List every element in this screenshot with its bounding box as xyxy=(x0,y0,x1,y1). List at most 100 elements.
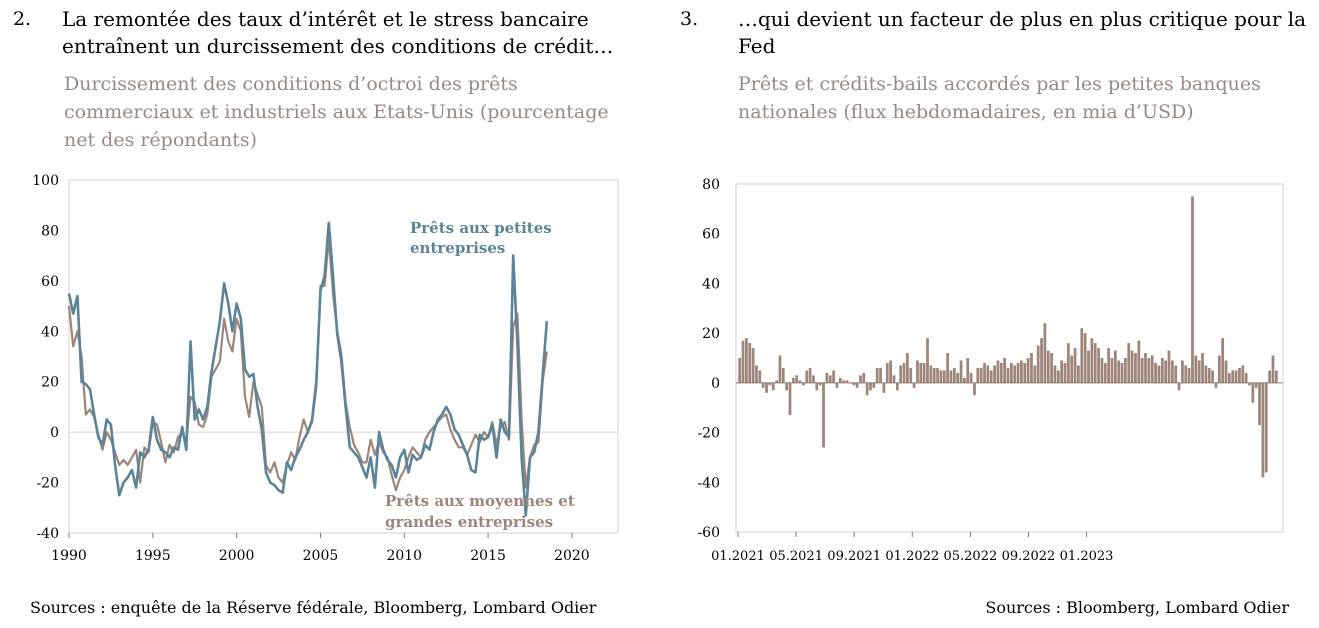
bar xyxy=(755,365,758,383)
bar xyxy=(802,382,805,386)
bar xyxy=(1187,367,1191,383)
bar xyxy=(1197,360,1201,383)
bar xyxy=(969,372,973,383)
chart-number-left: 2. xyxy=(13,8,32,30)
bar xyxy=(1160,358,1164,383)
bar xyxy=(1093,343,1097,383)
bar xyxy=(1174,365,1178,383)
bar xyxy=(949,370,953,383)
bar xyxy=(1033,365,1037,383)
bar xyxy=(815,382,819,391)
bar xyxy=(959,360,963,383)
bar xyxy=(892,375,896,383)
chart-title-right: …qui devient un facteur de plus en plus … xyxy=(738,6,1306,60)
bar xyxy=(996,360,1000,383)
chart-subtitle-right-line1: Prêts et crédits-bails accordés par les … xyxy=(738,73,1261,95)
chart-subtitle-left: Durcissement des conditions d’octroi des… xyxy=(64,70,609,154)
y-tick-label: -20 xyxy=(697,426,720,442)
x-tick-label: 09.2021 xyxy=(827,549,881,564)
bar xyxy=(1090,338,1094,383)
bar xyxy=(1110,358,1114,383)
bar xyxy=(956,372,960,383)
bar xyxy=(1238,367,1241,383)
x-tick-label: 01.2022 xyxy=(885,549,939,564)
bar xyxy=(932,367,936,383)
bar xyxy=(771,382,775,391)
chart-title-left-line1: La remontée des taux d’intérêt et le str… xyxy=(62,7,589,31)
bar xyxy=(919,362,923,383)
y-tick-label: -40 xyxy=(36,526,59,542)
bar xyxy=(835,382,839,388)
bar xyxy=(1184,365,1188,383)
x-tick-label: 09.2022 xyxy=(1002,549,1056,564)
bar xyxy=(1117,360,1121,383)
bar xyxy=(1127,343,1131,383)
x-tick-label: 2005 xyxy=(303,548,339,564)
bar xyxy=(1248,382,1251,386)
bar xyxy=(872,382,876,388)
bar xyxy=(1150,355,1154,383)
bar xyxy=(1066,343,1070,383)
bar xyxy=(882,382,886,393)
bar xyxy=(1056,370,1060,383)
bar xyxy=(1124,358,1127,383)
x-tick-label: 05.2022 xyxy=(943,549,997,564)
bar xyxy=(1254,382,1258,388)
bar xyxy=(751,348,755,383)
bar xyxy=(845,380,849,383)
y-tick-label: 20 xyxy=(702,326,720,342)
bar xyxy=(1231,370,1235,383)
bar xyxy=(1244,372,1248,383)
bar xyxy=(1264,382,1268,473)
bar xyxy=(1003,358,1007,383)
chart-subtitle-left-line3: net des répondants) xyxy=(64,129,258,151)
bar xyxy=(741,340,745,383)
x-tick-label: 2015 xyxy=(470,548,506,564)
y-tick-label: 0 xyxy=(711,376,720,392)
chart-subtitle-left-line1: Durcissement des conditions d’octroi des… xyxy=(64,73,518,95)
bar xyxy=(1221,338,1225,383)
bar xyxy=(1030,353,1033,383)
bar xyxy=(1073,348,1077,383)
bar xyxy=(765,382,768,393)
y-tick-label: 80 xyxy=(702,177,720,193)
bar xyxy=(788,382,792,416)
bar xyxy=(1050,353,1053,383)
y-tick-label: 60 xyxy=(41,274,59,290)
source-note-right: Sources : Bloomberg, Lombard Odier xyxy=(985,598,1289,617)
bar xyxy=(1241,365,1245,383)
bar xyxy=(1144,353,1147,383)
bar xyxy=(798,380,802,383)
bar xyxy=(889,360,892,383)
bar xyxy=(1211,370,1214,383)
y-tick-label: 80 xyxy=(41,223,59,239)
series-line-small-firms xyxy=(67,221,549,517)
bar xyxy=(855,382,859,388)
bar xyxy=(1251,382,1255,403)
bar xyxy=(859,375,862,383)
chart-title-left: La remontée des taux d’intérêt et le str… xyxy=(62,6,613,60)
bar xyxy=(973,382,976,396)
bar xyxy=(808,367,812,383)
bar xyxy=(818,382,822,386)
plot-frame xyxy=(68,179,619,534)
bar xyxy=(989,370,993,383)
bar xyxy=(768,382,772,386)
bar xyxy=(1023,362,1027,383)
bar xyxy=(899,365,903,383)
bar xyxy=(812,375,815,383)
bar xyxy=(936,367,939,383)
bar xyxy=(838,377,842,383)
source-note-left: Sources : enquête de la Réserve fédérale… xyxy=(30,598,597,617)
bar xyxy=(1107,348,1110,383)
bar xyxy=(842,380,846,383)
bar xyxy=(1261,382,1265,478)
bar xyxy=(1147,358,1151,383)
bar xyxy=(1040,338,1043,383)
bar xyxy=(895,382,899,391)
y-tick-label: 40 xyxy=(702,276,720,292)
y-tick-label: 100 xyxy=(32,173,59,189)
chart-title-right-line1: …qui devient un facteur de plus en plus … xyxy=(738,7,1307,31)
bar xyxy=(1026,358,1030,383)
